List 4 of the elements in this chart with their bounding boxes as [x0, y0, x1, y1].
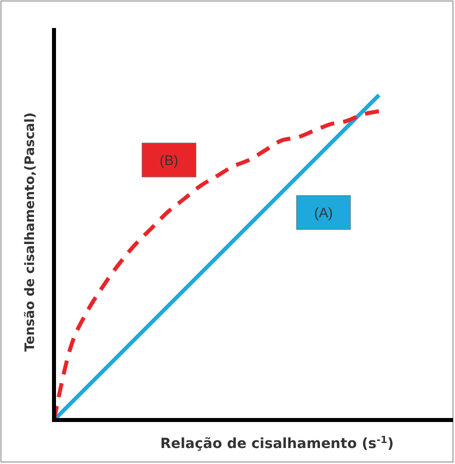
x-axis-title: Relação de cisalhamento (s$^{-1}$)	[160, 434, 394, 452]
text: (A)	[314, 204, 333, 220]
y-axis-title: Tensão de cisalhamento,(Pascal)	[23, 112, 38, 352]
series-label: (B)	[160, 152, 178, 168]
